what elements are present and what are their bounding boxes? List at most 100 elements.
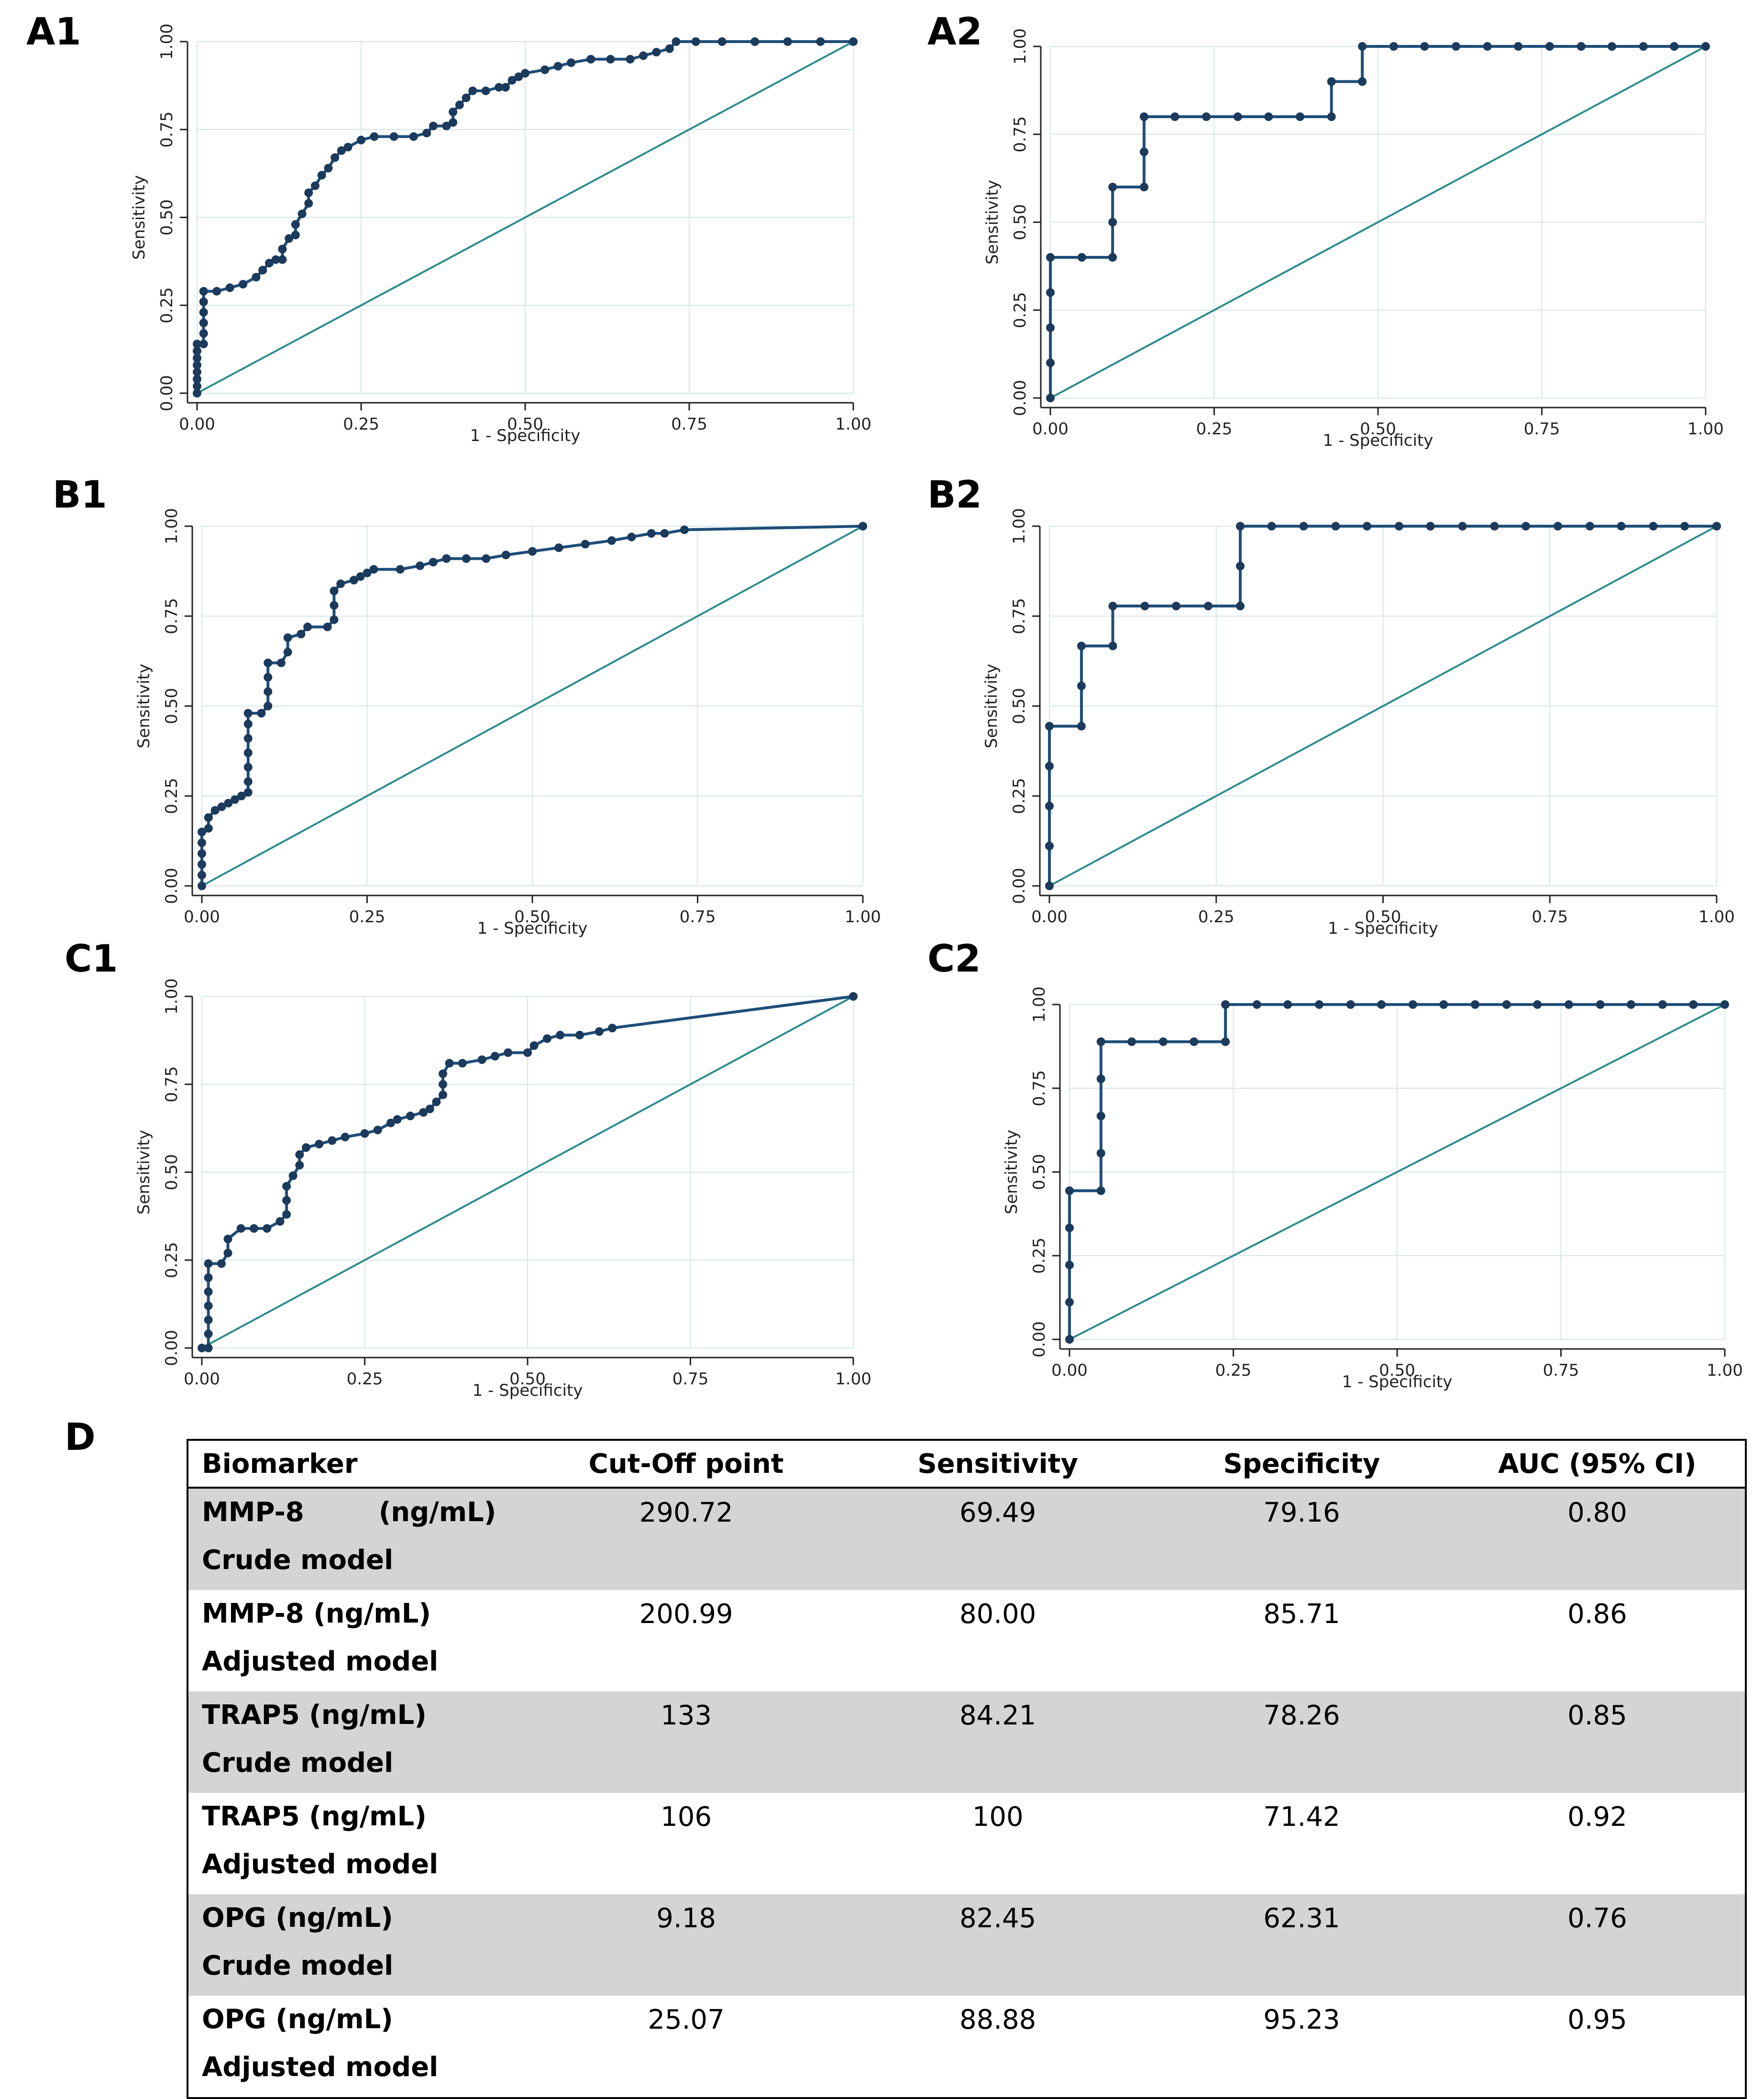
roc-point (317, 171, 326, 180)
roc-point (1045, 841, 1054, 851)
roc-point (1267, 522, 1276, 530)
roc-point (1452, 42, 1461, 51)
roc-point (1420, 42, 1429, 51)
roc-point (1283, 1000, 1292, 1009)
x-tick-label: 0.75 (1524, 420, 1560, 439)
roc-point (199, 297, 208, 306)
roc-point (449, 118, 458, 127)
roc-point (567, 58, 576, 67)
roc-point (328, 1136, 337, 1145)
roc-point (1108, 253, 1117, 262)
x-tick-label: 0.75 (1532, 907, 1568, 927)
roc-point (1108, 601, 1117, 610)
y-tick-label: 0.00 (1011, 380, 1030, 416)
roc-point (1065, 1223, 1074, 1232)
roc-point (490, 1051, 499, 1061)
roc-point (1045, 762, 1054, 771)
roc-point (1046, 358, 1055, 367)
roc-point (199, 329, 208, 338)
roc-point (1689, 1000, 1698, 1009)
roc-point (349, 575, 358, 585)
reference-line (201, 525, 863, 887)
roc-point (652, 48, 661, 57)
roc-point (438, 1090, 447, 1099)
roc-point (217, 802, 226, 811)
roc-point (462, 93, 471, 102)
roc-point (357, 135, 365, 144)
roc-point (1221, 1037, 1230, 1046)
roc-point (199, 340, 208, 349)
roc-point (1140, 601, 1149, 610)
col-header-sensitivity: Sensitivity (842, 1440, 1154, 1489)
roc-point (1170, 112, 1180, 121)
roc-point (1331, 522, 1340, 530)
roc-point (336, 579, 345, 588)
cell-specificity: 95.23 (1263, 2004, 1340, 2035)
y-axis-title: Sensitivity (134, 663, 154, 748)
roc-point (849, 37, 858, 46)
biomarker-table: Biomarker Cut-Off point Sensitivity Spec… (187, 1439, 1747, 2099)
roc-point (276, 1217, 285, 1226)
y-tick-label: 0.50 (1010, 688, 1029, 724)
biomarker-model: Crude model (202, 1950, 394, 1981)
roc-point (1483, 42, 1492, 51)
roc-point (198, 882, 206, 890)
roc-point (1577, 42, 1586, 51)
roc-point (553, 62, 562, 71)
roc-point (337, 146, 346, 155)
roc-point (204, 1273, 213, 1282)
roc-point (595, 1027, 604, 1036)
x-tick-label: 0.75 (671, 415, 707, 434)
col-header-auc: AUC (95% CI) (1449, 1440, 1746, 1489)
roc-point (1139, 183, 1148, 191)
x-tick-label: 0.50 (514, 907, 551, 927)
table-row: MMP-8 (ng/mL) Adjusted model 200.99 80.0… (187, 1590, 1746, 1691)
roc-point (432, 1097, 441, 1106)
cell-biomarker: TRAP5 (ng/mL) Adjusted model (187, 1793, 530, 1894)
roc-point (1701, 42, 1710, 51)
roc-point (1172, 601, 1181, 610)
cell-biomarker: MMP-8 (ng/mL) Adjusted model (187, 1590, 530, 1691)
panel-label-c1: C1 (65, 938, 118, 981)
roc-point (295, 1160, 304, 1170)
roc-point (1720, 1000, 1729, 1009)
y-tick-label: 1.00 (1030, 986, 1049, 1023)
roc-point (223, 1248, 232, 1258)
roc-point (282, 1182, 291, 1191)
x-tick-label: 0.50 (507, 415, 543, 434)
y-tick-label: 0.75 (162, 1066, 181, 1103)
x-tick-label: 0.75 (673, 1370, 709, 1389)
roc-point (409, 132, 418, 141)
y-tick-label: 0.75 (162, 598, 181, 634)
roc-point (586, 55, 595, 64)
roc-point (278, 255, 287, 264)
roc-point (442, 122, 451, 131)
roc-point (193, 346, 201, 355)
biomarker-name: MMP-8 (ng/mL) (202, 1598, 431, 1629)
roc-point (304, 199, 313, 208)
y-tick-label: 0.75 (1010, 598, 1029, 634)
roc-chart-c1: 0.00 0.25 0.50 0.75 1.00 0.00 0.25 0.50 0.75 1.00… (134, 978, 871, 1400)
x-tick-label: 1.00 (1687, 420, 1724, 439)
roc-point (198, 838, 206, 847)
roc-point (204, 1315, 213, 1325)
y-tick-label: 1.00 (1010, 508, 1029, 544)
roc-point (243, 777, 253, 786)
roc-point (386, 1118, 395, 1127)
roc-point (540, 65, 550, 74)
x-tick-label: 0.25 (349, 907, 386, 927)
roc-point (360, 1129, 369, 1138)
roc-chart-a2: 0.00 0.25 0.50 0.75 1.00 0.00 0.25 0.50 0.75 1.00… (983, 28, 1724, 450)
y-tick-label: 0.25 (1011, 292, 1030, 328)
roc-point (1077, 253, 1086, 262)
roc-point (278, 244, 287, 254)
roc-point (554, 543, 563, 552)
roc-point (204, 824, 213, 833)
roc-point (523, 1048, 532, 1057)
x-tick-label: 0.00 (1031, 907, 1068, 927)
cell-sensitivity: 100 (972, 1801, 1024, 1833)
roc-point (1514, 42, 1523, 51)
roc-point (1096, 1186, 1105, 1195)
roc-point (1046, 253, 1055, 262)
roc-point (324, 164, 333, 173)
